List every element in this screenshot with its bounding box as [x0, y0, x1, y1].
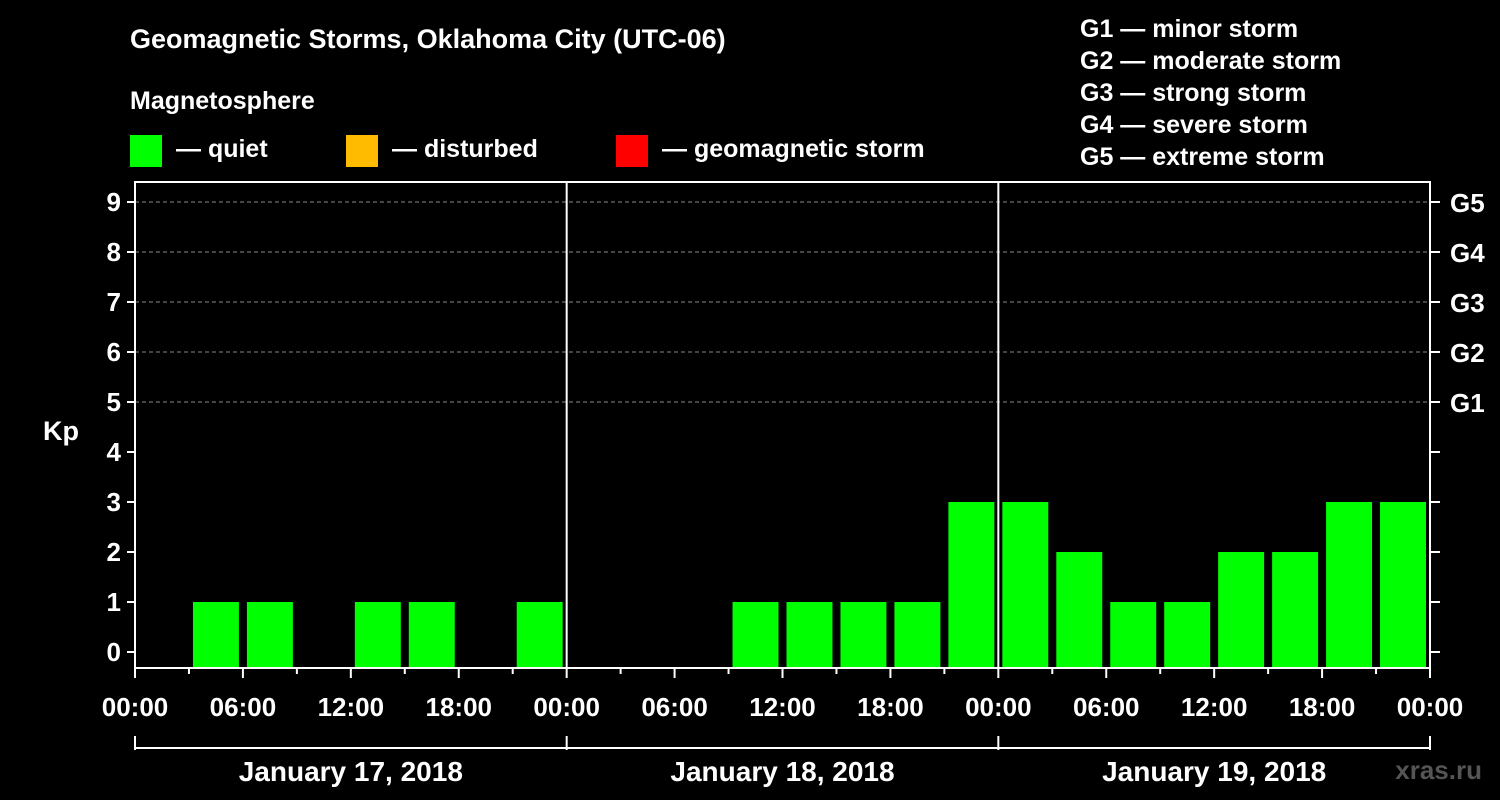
kp-bar [1380, 502, 1426, 668]
kp-bar [192, 602, 239, 668]
y-tick-label: 8 [107, 237, 121, 267]
storm-scale-g1: G1 — minor storm [1080, 15, 1298, 43]
legend-swatch-storm [616, 135, 648, 167]
kp-bar [246, 602, 293, 668]
y-tick-label: 4 [107, 437, 122, 467]
kp-bar [1326, 502, 1373, 668]
date-label: January 18, 2018 [670, 756, 894, 787]
legend-label-quiet: — quiet [176, 135, 268, 163]
y-axis-label: Kp [43, 416, 79, 446]
legend-swatch-quiet [130, 135, 162, 167]
x-tick-label: 00:00 [533, 692, 600, 722]
kp-bar [1110, 602, 1157, 668]
y-tick-label: 7 [107, 287, 121, 317]
g-scale-label: G1 [1450, 388, 1485, 418]
kp-bar [408, 602, 455, 668]
legend-subtitle: Magnetosphere [130, 87, 315, 115]
y-tick-label: 2 [107, 537, 121, 567]
kp-bar [354, 602, 401, 668]
x-tick-label: 12:00 [749, 692, 816, 722]
y-tick-label: 5 [107, 387, 121, 417]
y-tick-label: 6 [107, 337, 121, 367]
date-label: January 19, 2018 [1102, 756, 1326, 787]
y-tick-label: 1 [107, 587, 121, 617]
g-scale-label: G2 [1450, 338, 1485, 368]
kp-bar [786, 602, 833, 668]
x-tick-label: 00:00 [1397, 692, 1464, 722]
color-legend: — quiet — disturbed — geomagnetic storm [130, 135, 925, 167]
g-scale-label: G4 [1450, 238, 1485, 268]
x-tick-label: 18:00 [426, 692, 493, 722]
legend-label-disturbed: — disturbed [392, 135, 538, 163]
y-tick-label: 3 [107, 487, 121, 517]
storm-scale-legend: G1 — minor storm G2 — moderate storm G3 … [1080, 15, 1341, 171]
kp-bar [894, 602, 941, 668]
x-tick-label: 18:00 [857, 692, 924, 722]
x-tick-label: 06:00 [210, 692, 277, 722]
watermark: xras.ru [1395, 755, 1482, 785]
kp-bar [732, 602, 779, 668]
storm-scale-g5: G5 — extreme storm [1080, 143, 1325, 171]
kp-bar [1002, 502, 1049, 668]
storm-scale-g3: G3 — strong storm [1080, 79, 1306, 107]
y-tick-label: 9 [107, 187, 121, 217]
x-tick-label: 00:00 [965, 692, 1032, 722]
legend-swatch-disturbed [346, 135, 378, 167]
kp-bar [516, 602, 563, 668]
kp-bar [948, 502, 995, 668]
x-tick-label: 18:00 [1289, 692, 1356, 722]
x-tick-label: 12:00 [318, 692, 385, 722]
kp-bar [1164, 602, 1211, 668]
plot-area: 0 1 2 3 4 5 6 7 8 9 G1 G2 G3 G4 G5 00:00 06:00 12:00 18:00… [102, 181, 1485, 787]
legend-label-storm: — geomagnetic storm [662, 135, 925, 163]
kp-bar [1272, 552, 1319, 668]
x-tick-label: 06:00 [641, 692, 708, 722]
storm-scale-g4: G4 — severe storm [1080, 111, 1308, 139]
y-tick-label: 0 [107, 637, 121, 667]
x-tick-label: 06:00 [1073, 692, 1140, 722]
g-scale-label: G3 [1450, 288, 1485, 318]
storm-scale-g2: G2 — moderate storm [1080, 47, 1341, 75]
g-scale-label: G5 [1450, 188, 1485, 218]
kp-bar [840, 602, 887, 668]
chart-title: Geomagnetic Storms, Oklahoma City (UTC-0… [130, 24, 726, 54]
kp-bar [1056, 552, 1103, 668]
x-tick-label: 00:00 [102, 692, 169, 722]
x-tick-label: 12:00 [1181, 692, 1248, 722]
kp-bar [1218, 552, 1265, 668]
date-label: January 17, 2018 [239, 756, 463, 787]
